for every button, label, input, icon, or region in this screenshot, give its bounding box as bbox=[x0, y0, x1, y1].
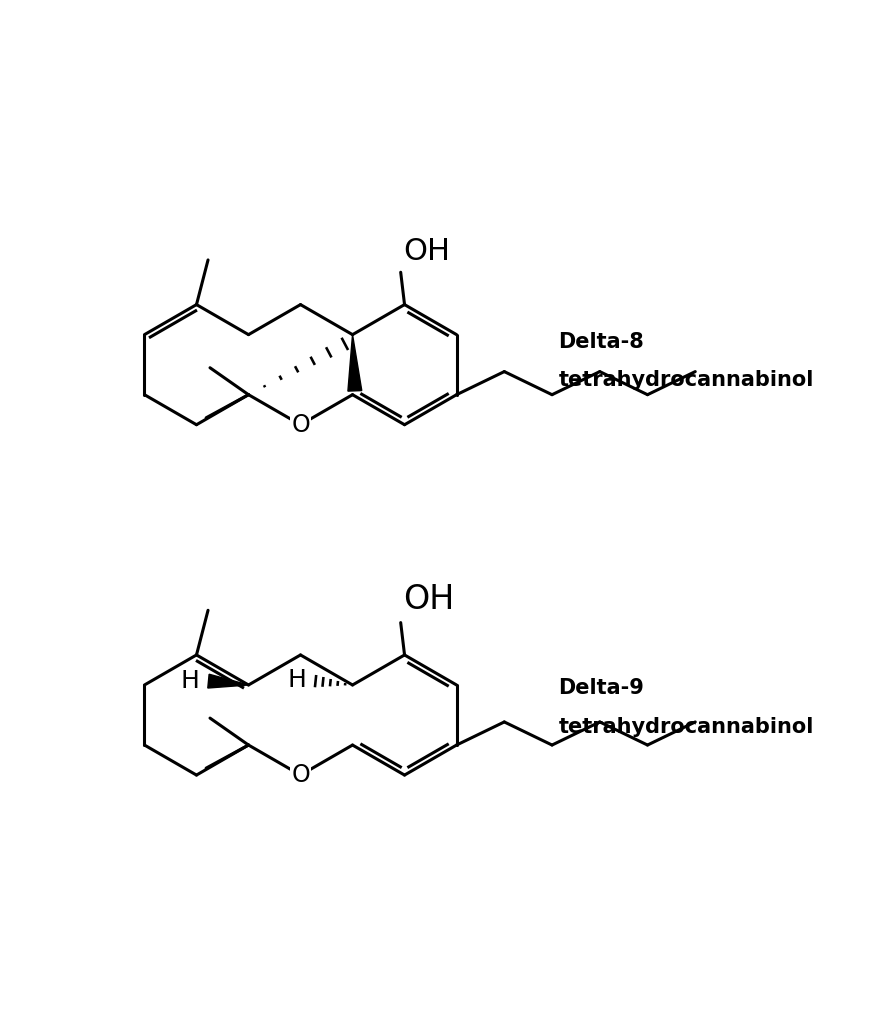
Text: H: H bbox=[287, 668, 306, 691]
Text: O: O bbox=[291, 413, 310, 436]
Text: Delta-9: Delta-9 bbox=[558, 678, 644, 698]
Text: H: H bbox=[180, 669, 199, 693]
Text: O: O bbox=[291, 763, 310, 787]
Text: OH: OH bbox=[403, 238, 450, 266]
Text: Delta-8: Delta-8 bbox=[558, 332, 644, 351]
Text: OH: OH bbox=[403, 584, 453, 616]
Polygon shape bbox=[208, 674, 248, 688]
Text: tetrahydrocannabinol: tetrahydrocannabinol bbox=[558, 370, 813, 390]
Text: tetrahydrocannabinol: tetrahydrocannabinol bbox=[558, 717, 813, 736]
Polygon shape bbox=[347, 335, 361, 391]
